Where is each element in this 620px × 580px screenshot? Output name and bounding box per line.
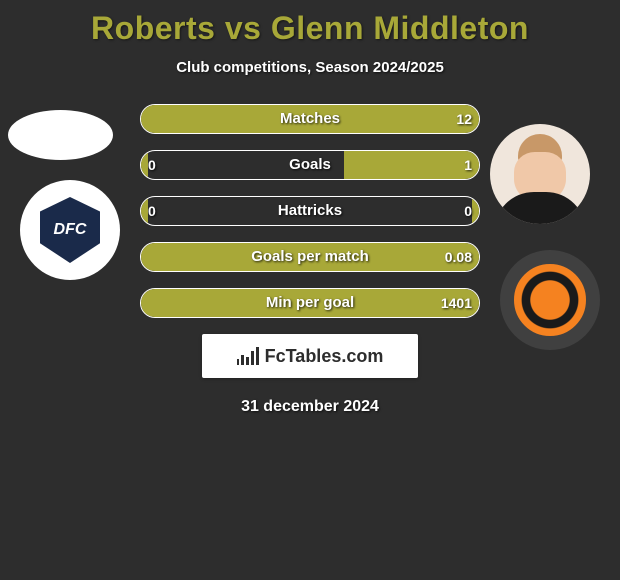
stat-row: Goals per match0.08 xyxy=(0,242,620,272)
bar-right xyxy=(472,197,479,225)
brand-text: FcTables.com xyxy=(265,346,384,367)
bar-left xyxy=(141,289,148,317)
stats-area: Matches12 Goals01 Hattricks00 Goals per mat… xyxy=(0,104,620,318)
barchart-icon xyxy=(237,347,259,365)
bar-track xyxy=(140,288,480,318)
page-title: Roberts vs Glenn Middleton xyxy=(0,0,620,47)
subtitle: Club competitions, Season 2024/2025 xyxy=(0,59,620,76)
bar-right xyxy=(344,151,479,179)
bar-left xyxy=(141,197,148,225)
stat-row: Matches12 xyxy=(0,104,620,134)
date-line: 31 december 2024 xyxy=(0,398,620,416)
comparison-infographic: Roberts vs Glenn Middleton Club competit… xyxy=(0,0,620,580)
bar-right xyxy=(148,289,479,317)
bar-track xyxy=(140,104,480,134)
brand-box: FcTables.com xyxy=(202,334,418,378)
stat-row: Hattricks00 xyxy=(0,196,620,226)
bar-track xyxy=(140,196,480,226)
bar-left xyxy=(141,105,148,133)
bar-left xyxy=(141,151,148,179)
bar-right xyxy=(148,105,479,133)
bar-track xyxy=(140,242,480,272)
stat-row: Min per goal1401 xyxy=(0,288,620,318)
bar-left xyxy=(141,243,148,271)
stat-row: Goals01 xyxy=(0,150,620,180)
bar-right xyxy=(148,243,479,271)
bar-track xyxy=(140,150,480,180)
